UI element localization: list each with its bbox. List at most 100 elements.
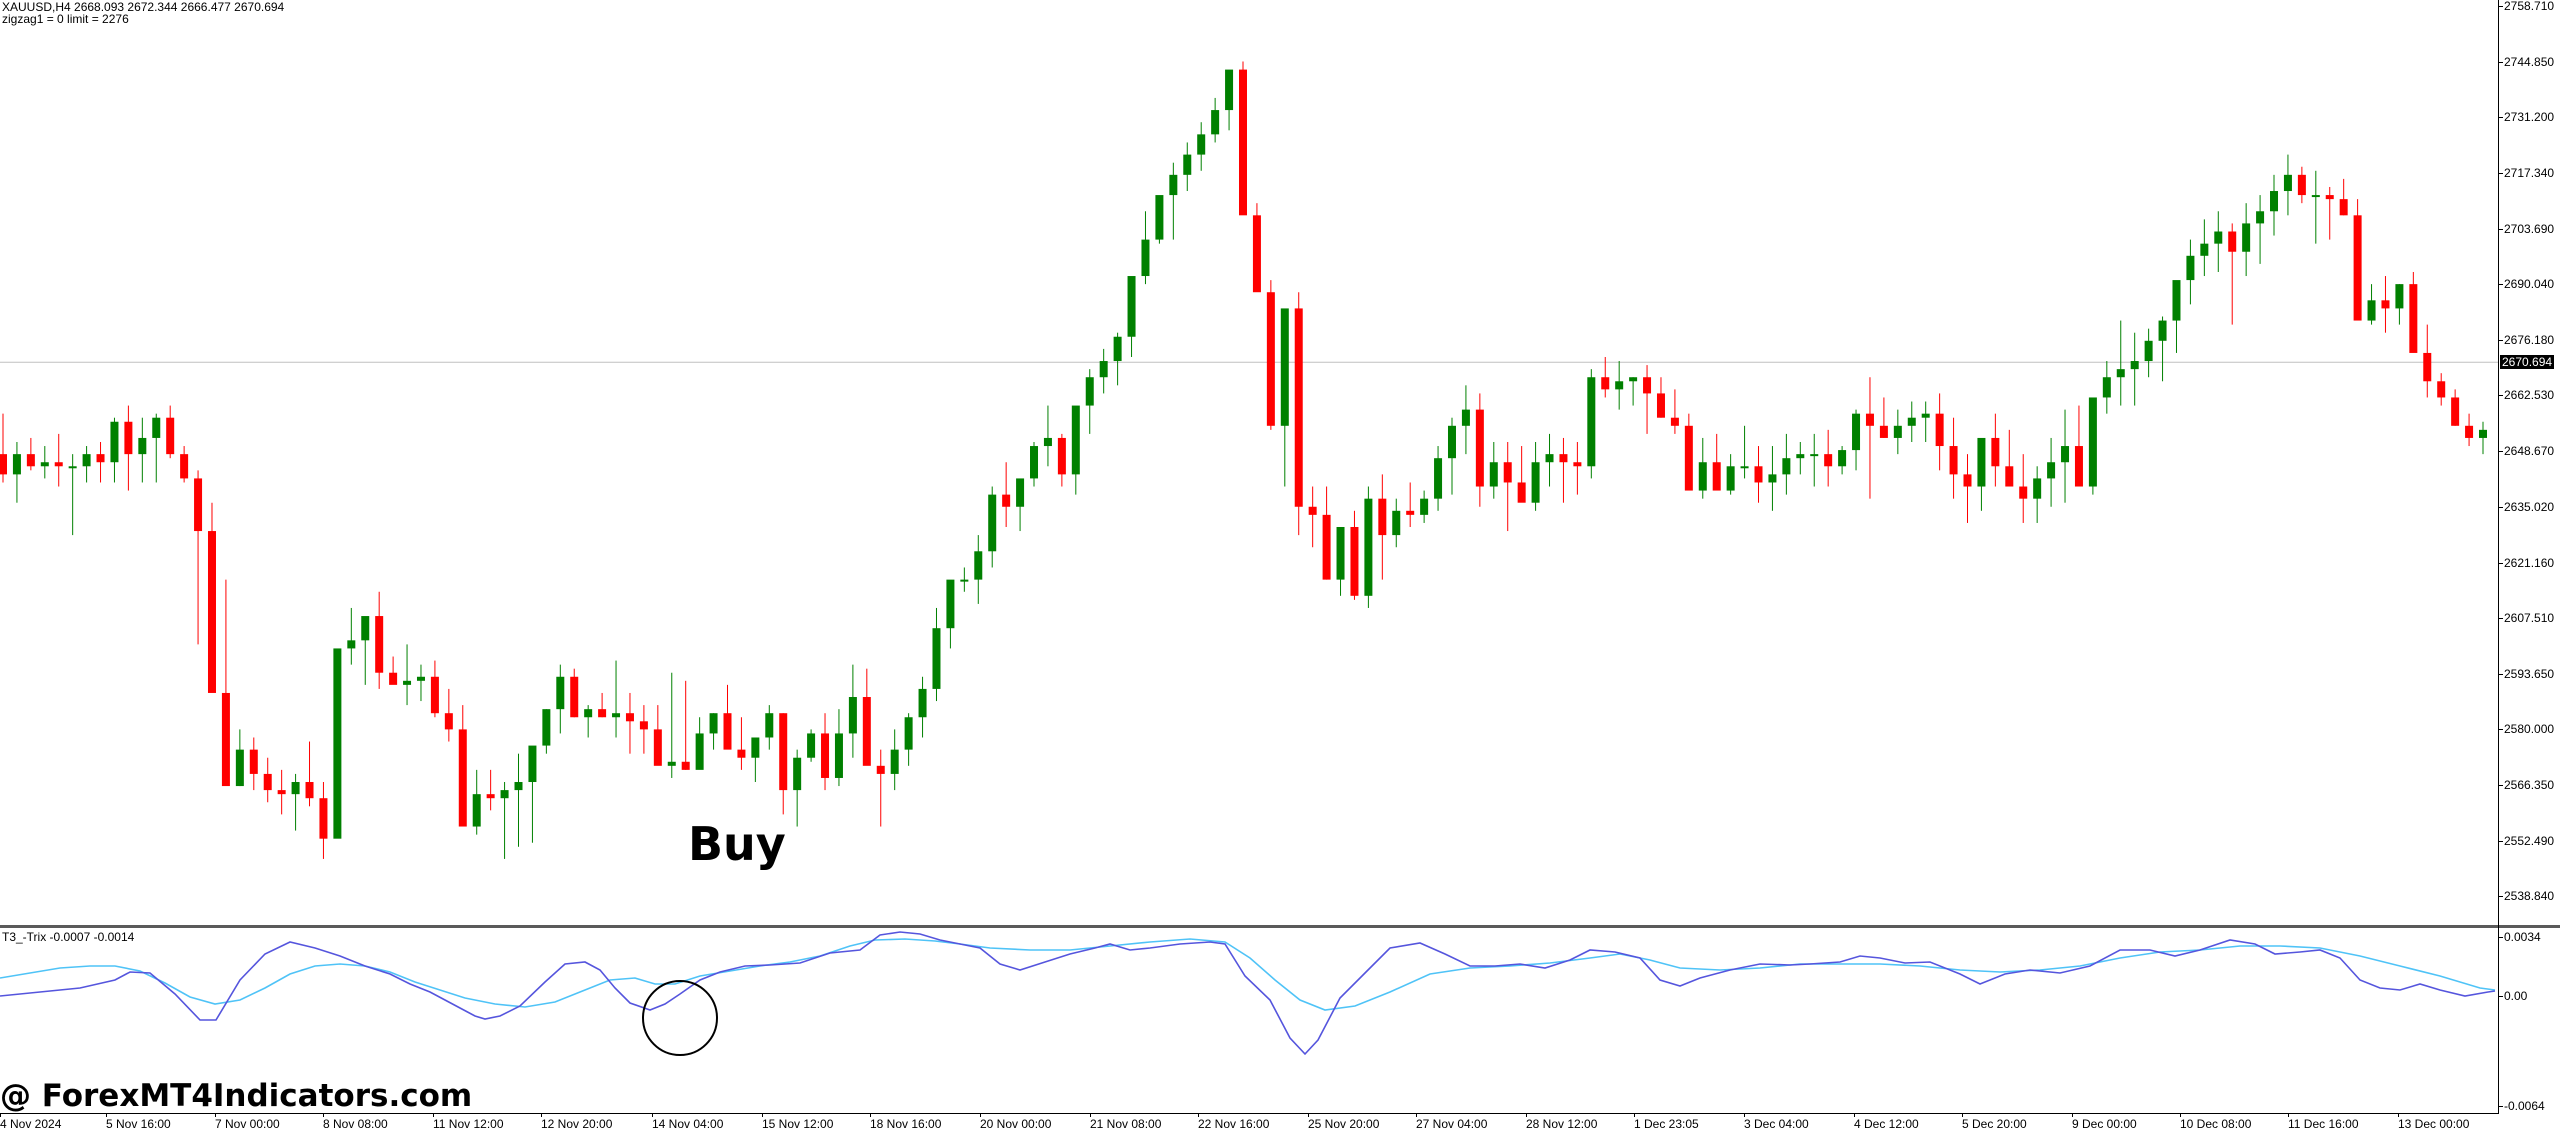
candle-body [1294, 308, 1303, 507]
candle-body [779, 713, 788, 791]
bear-candle [1991, 413, 2000, 487]
bear-candle [1601, 356, 1610, 398]
window-divider[interactable] [0, 925, 2560, 928]
time-axis-tick [1090, 1113, 1091, 1117]
candle-body [2130, 361, 2139, 370]
bull-candle [1893, 409, 1902, 455]
candle-body [96, 454, 105, 463]
bear-candle [1294, 292, 1303, 536]
candle-body [514, 782, 523, 791]
watermark-text: @ ForexMT4Indicators.com [0, 1078, 473, 1114]
candle-body [1043, 437, 1052, 447]
candle-body [1225, 69, 1234, 111]
bear-candle [653, 705, 662, 766]
candle-body [347, 640, 356, 649]
bull-candle [1113, 332, 1122, 386]
time-axis-tick [2288, 1113, 2289, 1117]
bear-candle [681, 680, 690, 770]
candle-body [1085, 377, 1094, 406]
candle-body [430, 676, 439, 714]
price-axis-label: 2758.710 [2504, 0, 2555, 13]
candle-body [1420, 498, 1429, 515]
price-chart-area[interactable] [0, 0, 2498, 925]
candles-group [0, 61, 2487, 859]
candle-body [1378, 498, 1387, 536]
price-axis-tick [2498, 451, 2503, 453]
candle-body [361, 616, 370, 641]
bear-candle [486, 769, 495, 811]
bear-candle [2297, 166, 2306, 204]
candle-body [1308, 506, 1317, 515]
candle-body [2297, 174, 2306, 196]
candle-body [2061, 446, 2070, 463]
bear-candle [723, 684, 732, 750]
candle-body [12, 454, 21, 475]
price-axis-label: 2690.040 [2504, 276, 2555, 291]
bear-candle [1963, 454, 1972, 523]
bull-candle [988, 486, 997, 568]
bull-candle [751, 737, 760, 783]
candle-body [1364, 498, 1373, 596]
candle-body [249, 749, 258, 774]
candle-body [263, 773, 272, 791]
price-axis-tick [2498, 562, 2503, 564]
time-axis-tick [106, 1113, 107, 1117]
trix-axis-tick [2498, 995, 2503, 997]
bull-candle [152, 413, 161, 483]
bear-candle [207, 502, 216, 693]
candle-body [1531, 462, 1540, 503]
bull-candle [1099, 348, 1108, 394]
bear-candle [737, 717, 746, 770]
candle-body [472, 794, 481, 827]
candle-body [194, 478, 203, 532]
bull-candle [1852, 409, 1861, 471]
price-axis-label: 2717.340 [2504, 166, 2555, 181]
bull-candle [1531, 441, 1540, 511]
candle-body [2047, 462, 2056, 479]
bear-candle [1503, 441, 1512, 532]
price-axis-tick [2498, 62, 2503, 64]
bull-candle [932, 607, 941, 702]
time-axis-tick [323, 1113, 324, 1117]
candle-body [2325, 195, 2334, 200]
bear-candle [2228, 223, 2237, 325]
bull-candle [584, 705, 593, 738]
candle-body [1643, 377, 1652, 394]
bear-candle [2325, 186, 2334, 240]
bull-candle [1211, 97, 1220, 143]
candle-body [765, 713, 774, 738]
bear-candle [1239, 61, 1247, 216]
bear-candle [1308, 486, 1317, 548]
candle-body [1796, 454, 1805, 459]
candle-body [1002, 494, 1011, 507]
candle-body [598, 709, 607, 718]
bull-candle [1629, 377, 1638, 406]
time-axis-tick [1744, 1113, 1745, 1117]
candle-body [1071, 405, 1080, 475]
candle-body [807, 733, 816, 758]
bull-candle [138, 417, 147, 483]
bear-candle [96, 441, 105, 483]
bull-candle [2479, 421, 2487, 455]
trix-indicator-window[interactable] [0, 928, 2498, 1113]
candle-body [1155, 195, 1164, 240]
time-axis-label: 28 Nov 12:00 [1526, 1117, 1598, 1131]
bull-candle [40, 446, 49, 479]
bull-candle [1280, 308, 1289, 487]
bull-candle [2102, 361, 2111, 414]
candle-body [1670, 417, 1679, 426]
candle-body [40, 462, 49, 467]
bull-candle [807, 729, 816, 762]
candle-body [2158, 320, 2167, 341]
candle-body [2144, 340, 2153, 362]
price-axis-tick [2498, 283, 2503, 285]
candle-body [1726, 466, 1735, 491]
candle-body [1197, 134, 1206, 155]
price-axis-label: 2662.530 [2504, 388, 2555, 403]
candle-body [1461, 409, 1470, 426]
bull-candle [2283, 154, 2292, 216]
candle-body [82, 454, 91, 467]
candle-body [528, 745, 537, 783]
bull-candle [235, 729, 244, 787]
bull-candle [333, 648, 342, 839]
